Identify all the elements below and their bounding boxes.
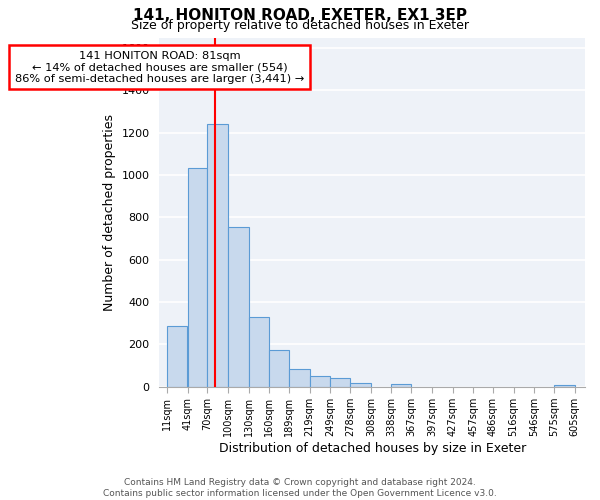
Y-axis label: Number of detached properties: Number of detached properties [103,114,116,310]
Bar [289,368,310,386]
Text: 141, HONITON ROAD, EXETER, EX1 3EP: 141, HONITON ROAD, EXETER, EX1 3EP [133,8,467,22]
Bar [350,382,371,386]
Bar [188,168,208,386]
Bar [269,350,289,387]
Bar [310,376,331,386]
Bar [167,326,187,386]
X-axis label: Distribution of detached houses by size in Exeter: Distribution of detached houses by size … [218,442,526,455]
Bar [248,316,269,386]
Bar [391,384,412,386]
Bar [208,124,228,386]
Text: Contains HM Land Registry data © Crown copyright and database right 2024.
Contai: Contains HM Land Registry data © Crown c… [103,478,497,498]
Bar [228,227,248,386]
Bar [554,385,575,386]
Text: Size of property relative to detached houses in Exeter: Size of property relative to detached ho… [131,18,469,32]
Text: 141 HONITON ROAD: 81sqm
← 14% of detached houses are smaller (554)
86% of semi-d: 141 HONITON ROAD: 81sqm ← 14% of detache… [15,50,304,84]
Bar [331,378,350,386]
